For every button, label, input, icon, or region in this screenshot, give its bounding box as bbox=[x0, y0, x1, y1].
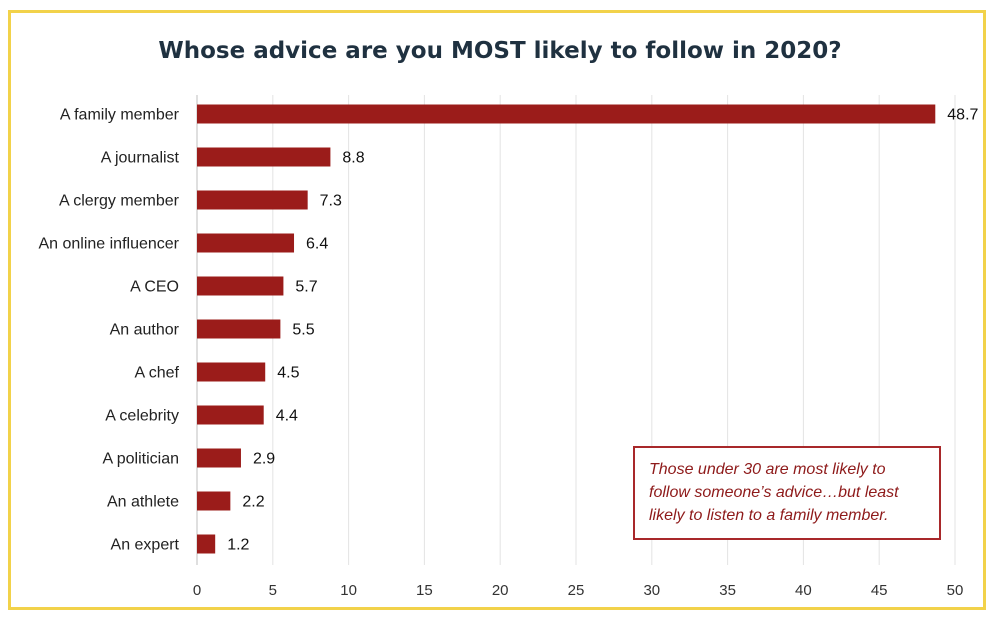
chart-title: Whose advice are you MOST likely to foll… bbox=[158, 38, 841, 64]
x-tick-label: 35 bbox=[719, 582, 736, 599]
bar bbox=[197, 104, 936, 124]
category-label: A chef bbox=[135, 365, 180, 382]
x-tick-label: 30 bbox=[643, 582, 660, 599]
value-label: 48.7 bbox=[947, 107, 978, 124]
x-tick-label: 50 bbox=[947, 582, 964, 599]
category-label: A clergy member bbox=[59, 193, 180, 210]
x-tick-label: 0 bbox=[193, 582, 201, 599]
x-tick-label: 5 bbox=[269, 582, 277, 599]
value-label: 2.2 bbox=[242, 494, 264, 511]
category-labels: A family member A journalist A clergy memb… bbox=[38, 107, 179, 554]
bar bbox=[197, 190, 308, 210]
value-label: 5.5 bbox=[292, 322, 314, 339]
x-axis-ticks: 0 5 10 15 20 25 30 35 40 45 50 bbox=[193, 582, 964, 599]
value-label: 8.8 bbox=[342, 150, 364, 167]
value-label: 4.5 bbox=[277, 365, 299, 382]
bar bbox=[197, 534, 216, 554]
x-tick-label: 40 bbox=[795, 582, 812, 599]
category-label: A journalist bbox=[101, 150, 180, 167]
bar bbox=[197, 448, 241, 468]
x-tick-label: 10 bbox=[340, 582, 357, 599]
category-label: A politician bbox=[103, 451, 180, 468]
bar bbox=[197, 362, 266, 382]
value-label: 1.2 bbox=[227, 537, 249, 554]
category-label: A celebrity bbox=[105, 408, 179, 425]
x-tick-label: 45 bbox=[871, 582, 888, 599]
value-label: 7.3 bbox=[320, 193, 342, 210]
gridlines bbox=[196, 95, 956, 565]
category-label: An online influencer bbox=[38, 236, 179, 253]
annotation-text: Those under 30 are most likely to follow… bbox=[649, 461, 899, 524]
annotation-box: Those under 30 are most likely to follow… bbox=[633, 446, 941, 540]
bar bbox=[197, 405, 264, 425]
bar bbox=[197, 319, 281, 339]
bar bbox=[197, 147, 331, 167]
category-label: An expert bbox=[111, 537, 180, 554]
category-label: An author bbox=[110, 322, 180, 339]
value-labels: 48.7 8.8 7.3 6.4 5.7 5.5 4.5 4.4 2.9 2.2 1.2 bbox=[227, 107, 978, 554]
value-label: 4.4 bbox=[276, 408, 298, 425]
category-label: A family member bbox=[60, 107, 180, 124]
value-label: 6.4 bbox=[306, 236, 328, 253]
bar bbox=[197, 491, 231, 511]
x-tick-label: 15 bbox=[416, 582, 433, 599]
bar bbox=[197, 233, 295, 253]
x-tick-label: 25 bbox=[568, 582, 585, 599]
category-label: A CEO bbox=[130, 279, 179, 296]
value-label: 5.7 bbox=[295, 279, 317, 296]
value-label: 2.9 bbox=[253, 451, 275, 468]
bar bbox=[197, 276, 284, 296]
x-tick-label: 20 bbox=[492, 582, 509, 599]
bars bbox=[197, 104, 936, 554]
category-label: An athlete bbox=[107, 494, 179, 511]
